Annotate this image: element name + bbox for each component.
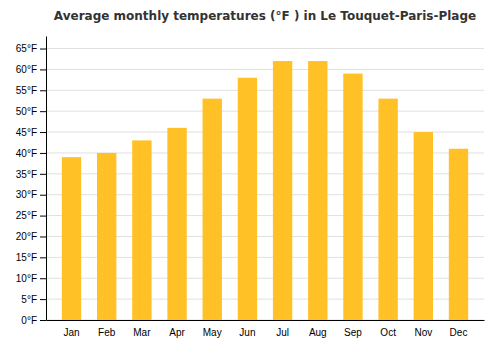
bar <box>203 99 222 320</box>
y-tick-label: 5°F <box>21 294 37 305</box>
y-tick-mark <box>40 49 46 50</box>
grid-line <box>46 90 484 91</box>
y-tick-mark <box>40 320 46 321</box>
y-tick-label: 45°F <box>16 127 37 138</box>
x-tick: Nov <box>414 327 432 338</box>
x-tick-label: Jul <box>276 327 289 338</box>
y-tick-mark <box>40 153 46 154</box>
grid-line <box>46 69 484 70</box>
x-tick: Sep <box>344 327 362 338</box>
bar <box>449 149 468 320</box>
grid <box>46 49 484 320</box>
y-tick: 10°F <box>16 273 46 284</box>
y-axis-line <box>46 37 47 321</box>
y-tick-label: 30°F <box>16 189 37 200</box>
y-tick-mark <box>40 132 46 133</box>
x-tick-label: Jan <box>63 327 79 338</box>
y-tick-mark <box>40 216 46 217</box>
x-tick: Jan <box>63 327 79 338</box>
x-tick-label: Sep <box>344 327 362 338</box>
y-tick: 40°F <box>16 148 46 159</box>
x-tick-label: Dec <box>450 327 468 338</box>
y-tick-mark <box>40 299 46 300</box>
x-tick: Feb <box>98 327 116 338</box>
bar <box>308 61 327 320</box>
x-tick-label: Oct <box>380 327 396 338</box>
y-tick: 0°F <box>21 315 46 326</box>
y-tick-mark <box>40 236 46 237</box>
x-tick: Dec <box>450 327 468 338</box>
bars <box>62 61 468 320</box>
y-tick-mark <box>40 174 46 175</box>
y-tick: 25°F <box>16 210 46 221</box>
y-tick-label: 20°F <box>16 231 37 242</box>
y-tick-label: 65°F <box>16 43 37 54</box>
y-tick-label: 55°F <box>16 85 37 96</box>
x-tick-label: May <box>203 327 222 338</box>
y-tick-label: 35°F <box>16 169 37 180</box>
x-tick: Jul <box>276 327 289 338</box>
x-tick: Aug <box>309 327 327 338</box>
x-tick-label: Nov <box>414 327 432 338</box>
x-axis: Jan Feb Mar Apr May Jun Jul Aug Sep Oct Nov Dec <box>47 321 485 339</box>
y-tick-label: 15°F <box>16 252 37 263</box>
y-tick: 35°F <box>16 169 46 180</box>
y-tick-label: 0°F <box>21 315 37 326</box>
y-tick-label: 10°F <box>16 273 37 284</box>
x-tick-label: Apr <box>169 327 185 338</box>
chart: 0°F 5°F 10°F 15°F 20°F 25°F 30°F 35°F 40°F 45°F 50… <box>0 0 500 350</box>
bar <box>132 140 151 320</box>
x-tick: Mar <box>133 327 151 338</box>
y-tick: 15°F <box>16 252 46 263</box>
x-tick-label: Jun <box>239 327 255 338</box>
y-tick-label: 50°F <box>16 106 37 117</box>
grid-line <box>46 111 484 112</box>
y-tick-label: 25°F <box>16 210 37 221</box>
x-tick: Jun <box>239 327 255 338</box>
y-tick: 20°F <box>16 231 46 242</box>
x-tick: Apr <box>169 327 185 338</box>
y-tick: 65°F <box>16 43 46 54</box>
y-tick-mark <box>40 69 46 70</box>
bar <box>414 132 433 320</box>
bar <box>238 78 257 320</box>
y-tick-label: 60°F <box>16 64 37 75</box>
y-tick-mark <box>40 111 46 112</box>
y-tick: 5°F <box>21 294 46 305</box>
y-tick-mark <box>40 257 46 258</box>
y-tick: 30°F <box>16 189 46 200</box>
y-tick: 55°F <box>16 85 46 96</box>
x-tick-label: Feb <box>98 327 116 338</box>
x-tick: Oct <box>380 327 396 338</box>
x-tick-label: Mar <box>133 327 151 338</box>
y-tick-label: 40°F <box>16 148 37 159</box>
y-tick-mark <box>40 278 46 279</box>
x-tick: May <box>203 327 222 338</box>
bar <box>62 157 81 320</box>
y-tick-mark <box>40 195 46 196</box>
title: Average monthly temperatures (°F ) in Le… <box>54 9 476 23</box>
y-tick: 45°F <box>16 127 46 138</box>
y-tick: 50°F <box>16 106 46 117</box>
y-tick-mark <box>40 90 46 91</box>
x-tick-label: Aug <box>309 327 327 338</box>
plot-area: 0°F 5°F 10°F 15°F 20°F 25°F 30°F 35°F 40°F 45°F 50… <box>16 37 485 339</box>
bar <box>167 128 186 320</box>
grid-line <box>46 48 484 49</box>
bar <box>273 61 292 320</box>
bar <box>378 99 397 320</box>
y-axis: 0°F 5°F 10°F 15°F 20°F 25°F 30°F 35°F 40°F 45°F 50… <box>16 37 47 326</box>
bar <box>343 74 362 320</box>
y-tick: 60°F <box>16 64 46 75</box>
bar <box>97 153 116 320</box>
x-axis-line <box>47 320 485 321</box>
